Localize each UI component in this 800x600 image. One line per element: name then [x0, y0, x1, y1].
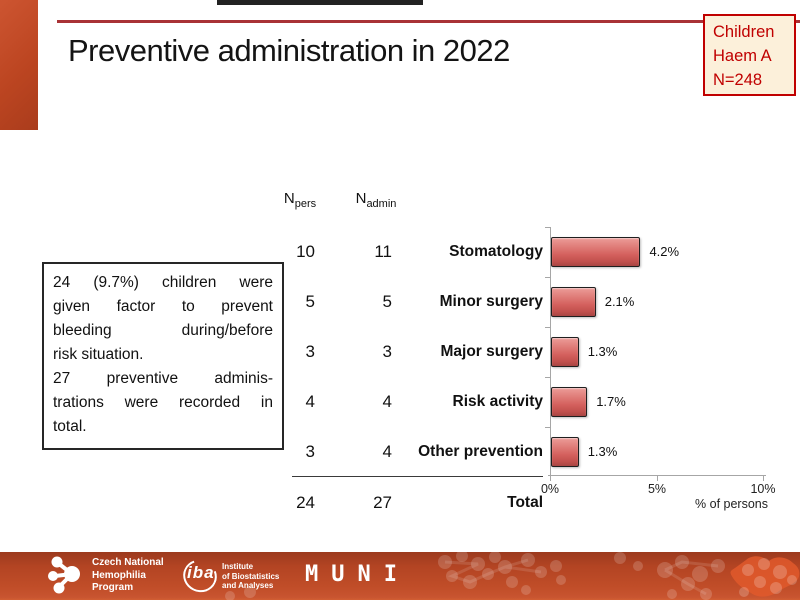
cell-npers: 3: [305, 442, 315, 461]
y-axis-tick: [545, 277, 550, 278]
category-label: Stomatology: [449, 243, 543, 260]
badge-line: Haem A: [713, 47, 772, 65]
x-tick-label: 10%: [750, 482, 776, 496]
top-dark-strip: [217, 0, 423, 5]
y-axis-tick: [545, 327, 550, 328]
x-axis: [548, 475, 766, 476]
badge-line: N=248: [713, 71, 763, 89]
category-label: Risk activity: [452, 393, 543, 410]
x-tick-label: 0%: [540, 482, 560, 496]
column-header-npers: Npers: [270, 190, 330, 210]
bar-minor-surgery: [551, 287, 596, 317]
note-line: 24 (9.7%) children were: [53, 274, 273, 291]
cell-npers: 10: [296, 242, 315, 261]
footer-band: [0, 552, 800, 600]
cell-npers: 3: [305, 342, 315, 361]
iba-logo: iba: [187, 563, 215, 582]
cnhp-logo-text: Czech National Hemophilia Program: [92, 557, 164, 595]
y-axis-tick: [545, 377, 550, 378]
x-axis-tick: [550, 476, 551, 481]
y-axis-tick: [545, 227, 550, 228]
total-separator: [292, 476, 543, 477]
cnhp-line: Program: [92, 582, 134, 593]
x-axis-tick: [763, 476, 764, 481]
czech-map-shape: [730, 556, 800, 597]
x-axis-title: % of persons: [695, 497, 768, 511]
column-header-nadmin: Nadmin: [345, 190, 407, 210]
page-title: Preventive administration in 2022: [68, 33, 510, 68]
badge-line: Children: [713, 23, 775, 41]
category-label: Other prevention: [418, 443, 543, 460]
cell-nadmin: 11: [374, 242, 392, 261]
cell-npers: 4: [305, 392, 315, 411]
bar-value-label: 4.2%: [649, 244, 680, 259]
note-line: total.: [53, 418, 87, 435]
iba-logo-text: Institute of Biostatistics and Analyses: [222, 562, 279, 591]
bar-other-prevention: [551, 437, 579, 467]
bar-value-label: 1.7%: [596, 394, 626, 409]
y-axis-tick: [545, 427, 550, 428]
note-line: 27 preventive adminis-: [53, 370, 273, 387]
note-line: given factor to prevent: [53, 298, 273, 315]
bar-stomatology: [551, 237, 641, 267]
summary-note: 24 (9.7%) children were given factor to …: [42, 262, 284, 450]
x-axis-tick: [657, 476, 658, 481]
x-tick-label: 5%: [647, 482, 667, 496]
header-base: N: [355, 190, 367, 207]
cell-nadmin: 4: [382, 442, 392, 461]
header-sub: admin: [366, 198, 397, 210]
note-line: bleeding during/before: [53, 322, 273, 339]
cnhp-line: Czech National: [92, 557, 164, 568]
header-base: N: [283, 190, 295, 207]
note-line: trations were recorded in: [53, 394, 273, 411]
cell-nadmin: 4: [382, 392, 392, 411]
cell-npers: 5: [305, 292, 315, 311]
note-line: risk situation.: [53, 346, 144, 363]
footer-decoration: [48, 552, 800, 600]
header-rule: [57, 20, 800, 23]
population-badge: Children Haem A N=248: [703, 14, 796, 96]
cell-total-nadmin: 27: [373, 493, 392, 512]
accent-bar: [0, 0, 38, 130]
iba-line: and Analyses: [222, 581, 274, 590]
bar-value-label: 2.1%: [604, 294, 635, 309]
y-axis: [550, 227, 551, 475]
header-sub: pers: [294, 198, 317, 210]
cnhp-molecule-icon: [48, 556, 80, 594]
cnhp-line: Hemophilia: [92, 569, 146, 581]
cell-nadmin: 3: [382, 342, 392, 361]
category-label: Major surgery: [440, 343, 543, 360]
cell-total-npers: 24: [296, 493, 315, 512]
total-label: Total: [507, 494, 543, 511]
bar-risk-activity: [551, 387, 588, 417]
category-label: Minor surgery: [439, 293, 543, 310]
bar-value-label: 1.3%: [587, 444, 618, 459]
iba-line: of Biostatistics: [222, 571, 280, 581]
muni-logo: MUNI: [305, 562, 410, 587]
iba-line: Institute: [222, 562, 254, 571]
bar-major-surgery: [551, 337, 579, 367]
bar-value-label: 1.3%: [587, 344, 618, 359]
cell-nadmin: 5: [382, 292, 392, 311]
